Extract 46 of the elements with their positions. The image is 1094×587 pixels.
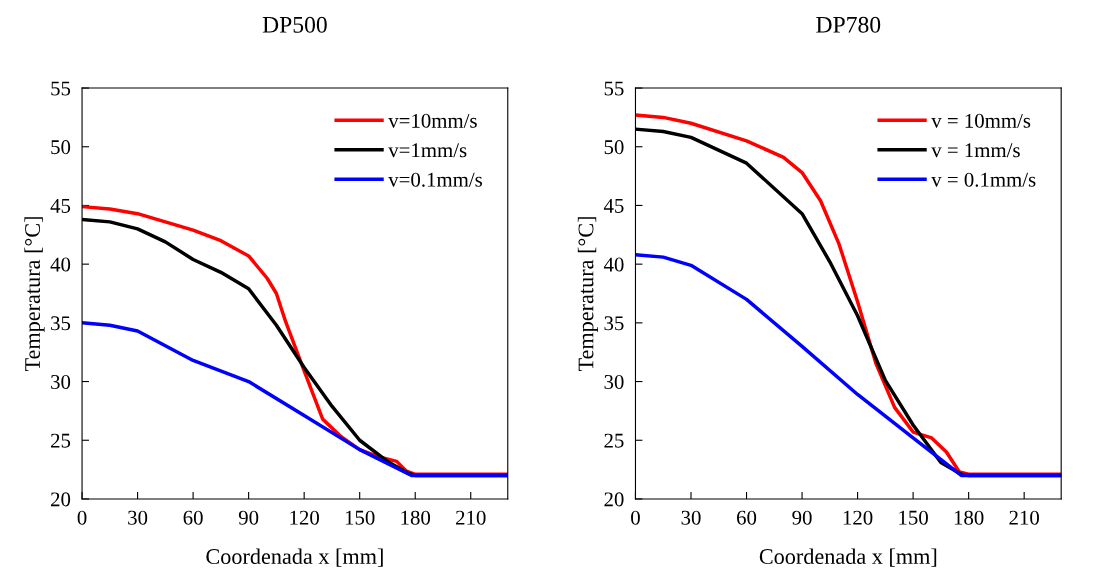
x-tick-label: 0: [77, 510, 87, 525]
y-tick-label: 25: [604, 433, 624, 448]
x-tick-label: 180: [954, 510, 984, 525]
y-tick-label: 35: [51, 316, 71, 331]
x-tick-label: 180: [401, 510, 431, 525]
y-axis-title: Temperatura [°C]: [24, 217, 45, 372]
y-axis-title: Temperatura [°C]: [577, 217, 598, 372]
y-tick-label: 45: [603, 198, 624, 213]
x-tick-label: 60: [183, 510, 203, 525]
y-tick-label: 50: [51, 140, 71, 155]
line-series: [82, 321, 508, 478]
y-tick-label: 50: [604, 140, 624, 155]
legend-label: v = 1mm/s: [931, 143, 1020, 158]
y-tick-label: 40: [603, 257, 624, 272]
legend-label: v = 0.1mm/s: [931, 172, 1036, 187]
y-tick-label: 30: [604, 374, 624, 389]
y-tick-label: 55: [51, 81, 71, 96]
y-tick-label: 20: [604, 492, 624, 507]
x-tick-label: 90: [792, 510, 812, 525]
x-tick-label: 90: [238, 510, 259, 525]
x-tick-label: 150: [345, 510, 375, 525]
x-axis-title: Coordenada x [mm]: [759, 548, 937, 567]
x-tick-label: 210: [1009, 510, 1039, 525]
legend-label: v=0.1mm/s: [388, 172, 483, 187]
x-tick-label: 120: [290, 510, 319, 525]
legend-label: v = 10mm/s: [931, 113, 1031, 128]
y-tick-label: 20: [51, 492, 71, 507]
y-tick-label: 40: [50, 257, 71, 272]
x-tick-label: 0: [631, 510, 640, 525]
y-tick-label: 45: [50, 198, 71, 213]
y-tick-label: 35: [604, 316, 624, 331]
x-tick-label: 30: [128, 510, 148, 525]
x-axis-title: Coordenada x [mm]: [206, 548, 383, 567]
x-tick-label: 60: [737, 510, 757, 525]
y-tick-label: 30: [51, 374, 71, 389]
line-series: [635, 253, 1062, 478]
legend-label: v=1mm/s: [388, 143, 467, 158]
y-tick-label: 55: [604, 81, 624, 96]
y-tick-label: 25: [51, 433, 71, 448]
chart-title: DP780: [816, 16, 881, 33]
legend-label: v=10mm/s: [388, 113, 477, 128]
x-tick-label: 30: [681, 510, 701, 525]
x-tick-label: 120: [843, 510, 873, 525]
x-tick-label: 150: [899, 510, 928, 525]
chart-title: DP500: [262, 16, 327, 33]
x-tick-label: 210: [456, 510, 486, 525]
